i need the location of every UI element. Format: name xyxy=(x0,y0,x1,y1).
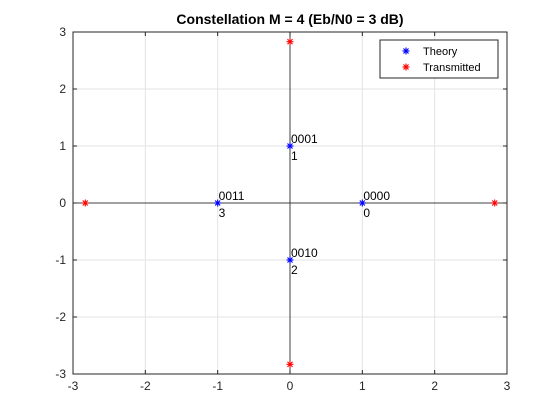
point-theory xyxy=(286,142,294,150)
point-code-label: 0011 xyxy=(219,189,245,203)
x-tick-label: 3 xyxy=(504,379,511,393)
y-tick-label: -3 xyxy=(55,367,66,381)
point-transmitted xyxy=(286,360,294,368)
data-points xyxy=(81,38,499,368)
y-axis-ticks: -3 -2 -1 0 1 2 3 xyxy=(55,25,507,381)
point-theory xyxy=(358,199,366,207)
legend-box xyxy=(379,39,499,79)
y-tick-label: -1 xyxy=(55,253,66,267)
point-transmitted xyxy=(81,199,89,207)
legend-entry-label: Theory xyxy=(423,46,458,58)
y-tick-label: -2 xyxy=(55,310,66,324)
point-code-label: 0001 xyxy=(291,132,318,146)
point-index-label: 0 xyxy=(363,206,370,220)
point-index-label: 2 xyxy=(291,263,298,277)
x-tick-label: -3 xyxy=(68,379,79,393)
point-theory xyxy=(286,256,294,264)
x-tick-label: 1 xyxy=(359,379,366,393)
x-tick-label: -2 xyxy=(140,379,151,393)
point-theory xyxy=(214,199,222,207)
point-transmitted xyxy=(286,38,294,46)
point-code-label: 0000 xyxy=(363,189,390,203)
x-axis-ticks: -3 -2 -1 0 1 2 3 xyxy=(68,32,511,393)
point-index-label: 3 xyxy=(219,206,226,220)
y-tick-label: 3 xyxy=(59,25,66,39)
point-transmitted xyxy=(491,199,499,207)
legend: Theory Transmitted xyxy=(379,39,499,79)
y-tick-label: 2 xyxy=(59,82,66,96)
y-tick-label: 1 xyxy=(59,139,66,153)
legend-entry-label: Transmitted xyxy=(423,62,481,74)
legend-marker-transmitted xyxy=(402,63,410,71)
legend-marker-theory xyxy=(402,47,410,55)
x-tick-label: 0 xyxy=(287,379,294,393)
zero-axes xyxy=(73,32,507,374)
point-index-label: 1 xyxy=(291,149,298,163)
point-code-label: 0010 xyxy=(291,246,318,260)
x-tick-label: -1 xyxy=(212,379,223,393)
x-tick-label: 2 xyxy=(431,379,438,393)
y-tick-label: 0 xyxy=(59,196,66,210)
chart-title: Constellation M = 4 (Eb/N0 = 3 dB) xyxy=(176,11,403,27)
